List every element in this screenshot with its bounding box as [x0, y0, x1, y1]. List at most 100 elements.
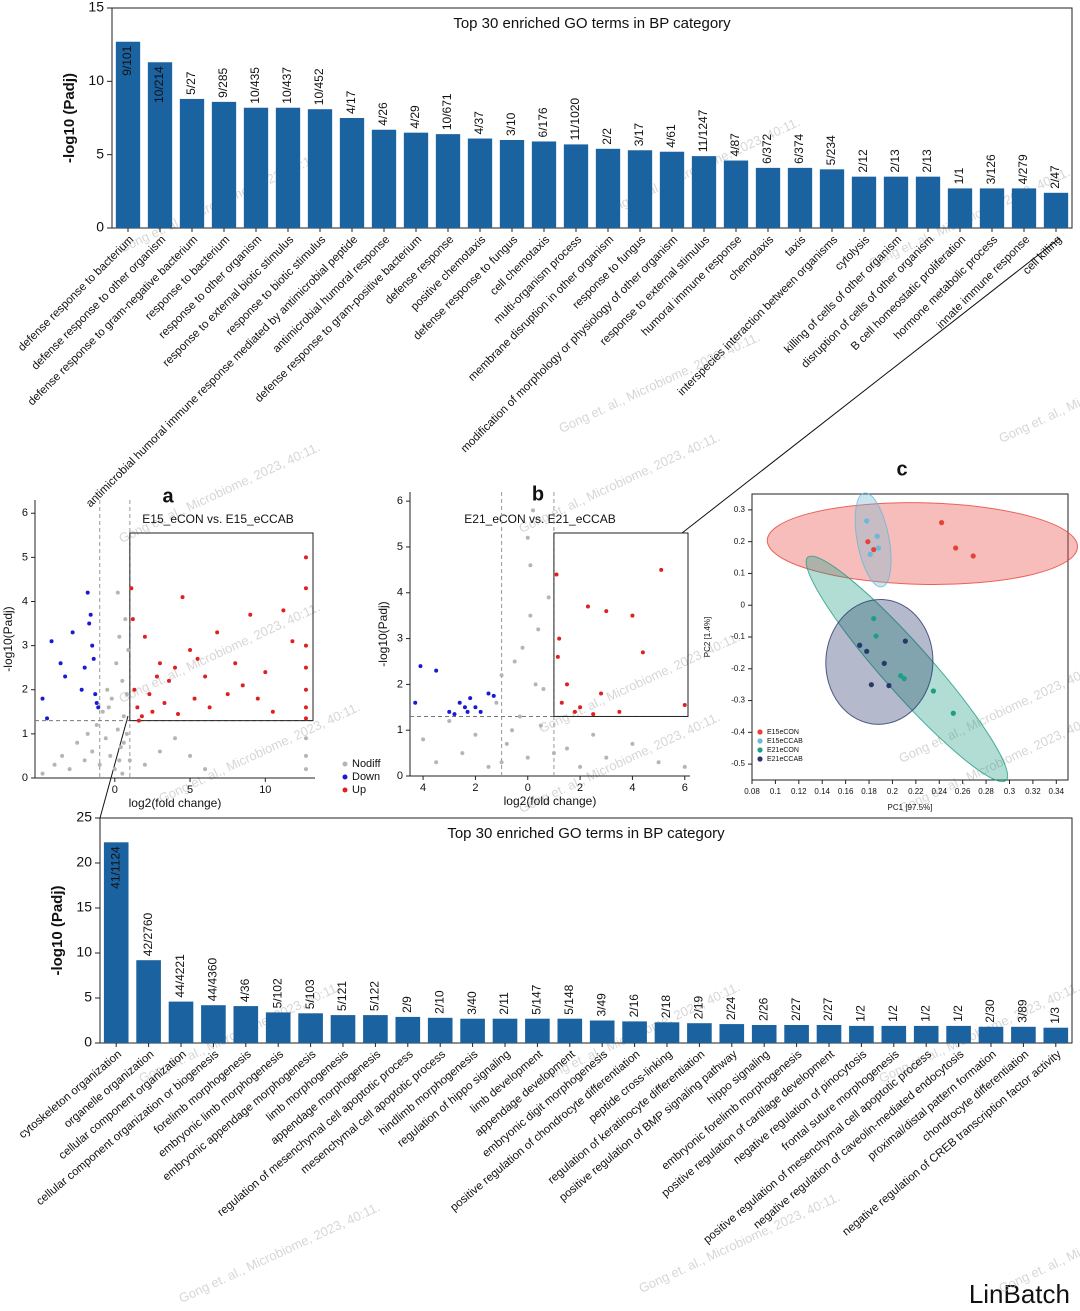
- y-tick-label: -0.2: [731, 664, 745, 673]
- point: [572, 709, 577, 714]
- point: [118, 745, 123, 750]
- point: [63, 674, 68, 679]
- bar: [243, 107, 269, 228]
- point: [930, 688, 937, 694]
- point: [682, 764, 687, 769]
- y-tick-label: 0: [84, 1034, 92, 1050]
- gene-ratio: 10/437: [280, 67, 294, 104]
- chart-title: E21_eCON vs. E21_eCCAB: [464, 512, 615, 526]
- point: [124, 692, 129, 697]
- point: [85, 731, 90, 736]
- point: [85, 590, 90, 595]
- point: [195, 656, 200, 661]
- y-axis-label: -log10 (Padj): [61, 73, 78, 163]
- bar: [589, 1020, 615, 1043]
- bar: [687, 1023, 712, 1043]
- confidence-ellipse: [854, 492, 892, 588]
- bar: [719, 1024, 745, 1043]
- point: [565, 682, 570, 687]
- point: [434, 760, 439, 765]
- point: [413, 700, 418, 705]
- bar: [913, 1025, 939, 1043]
- point: [70, 630, 75, 635]
- bar: [427, 1017, 453, 1043]
- point: [225, 692, 230, 697]
- bar: [851, 176, 877, 228]
- point: [898, 673, 904, 679]
- bar: [627, 150, 653, 228]
- legend-marker: [342, 787, 348, 793]
- bar: [298, 1013, 323, 1043]
- y-tick-label: 5: [84, 989, 92, 1005]
- point: [52, 762, 57, 767]
- point: [126, 648, 131, 653]
- bar: [557, 1018, 583, 1043]
- point: [901, 676, 907, 682]
- bar: [136, 960, 161, 1043]
- point: [87, 621, 92, 626]
- point: [538, 723, 543, 728]
- x-tick-label: 10: [259, 784, 271, 796]
- point: [94, 723, 99, 728]
- point: [215, 630, 220, 635]
- point: [486, 691, 491, 696]
- y-tick-label: 5: [397, 541, 403, 553]
- y-tick-label: 4: [22, 595, 28, 607]
- point: [303, 767, 308, 772]
- point: [536, 627, 541, 632]
- y-tick-label: 2: [397, 678, 403, 690]
- legend-label: Up: [352, 784, 366, 796]
- gene-ratio: 44/4221: [173, 954, 187, 998]
- point: [109, 696, 114, 701]
- point: [203, 767, 208, 772]
- gene-ratio: 4/26: [376, 102, 390, 126]
- point: [478, 709, 483, 714]
- gene-ratio: 4/37: [472, 111, 486, 135]
- point: [157, 661, 162, 666]
- gene-ratio: 2/19: [692, 996, 706, 1020]
- point: [112, 767, 117, 772]
- x-axis-label: log2(fold change): [129, 796, 222, 810]
- y-tick-label: 25: [76, 809, 92, 825]
- gene-ratio: 3/126: [984, 154, 998, 184]
- legend-marker: [757, 756, 763, 762]
- x-tick-label: 0: [112, 784, 118, 796]
- point: [504, 741, 509, 746]
- point: [180, 595, 185, 600]
- point: [630, 741, 635, 746]
- x-tick-label: 0: [525, 782, 531, 794]
- bar: [499, 140, 525, 228]
- point: [303, 753, 308, 758]
- chart-title: E15_eCON vs. E15_eCCAB: [142, 512, 293, 526]
- point: [173, 665, 177, 670]
- x-axis-label: log2(fold change): [504, 794, 597, 808]
- y-tick-label: 10: [88, 72, 104, 88]
- point: [953, 545, 959, 551]
- gene-ratio: 3/40: [465, 991, 479, 1015]
- y-tick-label: 5: [96, 145, 104, 161]
- gene-ratio: 2/10: [432, 990, 446, 1014]
- point: [486, 764, 491, 769]
- point: [82, 758, 87, 763]
- y-tick-label: -0.3: [731, 696, 745, 705]
- point: [150, 709, 155, 714]
- point: [528, 613, 533, 618]
- y-tick-label: 1: [397, 724, 403, 736]
- y-axis-label: -log10(Padj): [376, 601, 390, 666]
- panel-label: b: [532, 483, 544, 505]
- bar: [168, 1001, 194, 1043]
- y-tick-label: -0.4: [731, 727, 745, 736]
- point: [88, 612, 93, 617]
- point: [510, 728, 515, 733]
- point: [303, 643, 308, 648]
- point: [599, 691, 604, 696]
- point: [121, 740, 126, 745]
- gene-ratio: 1/2: [854, 1005, 868, 1022]
- bar: [915, 176, 941, 228]
- legend-marker: [757, 729, 763, 735]
- point: [75, 740, 80, 745]
- connector: [99, 715, 129, 819]
- bar: [1043, 192, 1069, 228]
- bar: [531, 141, 557, 228]
- point: [452, 712, 457, 717]
